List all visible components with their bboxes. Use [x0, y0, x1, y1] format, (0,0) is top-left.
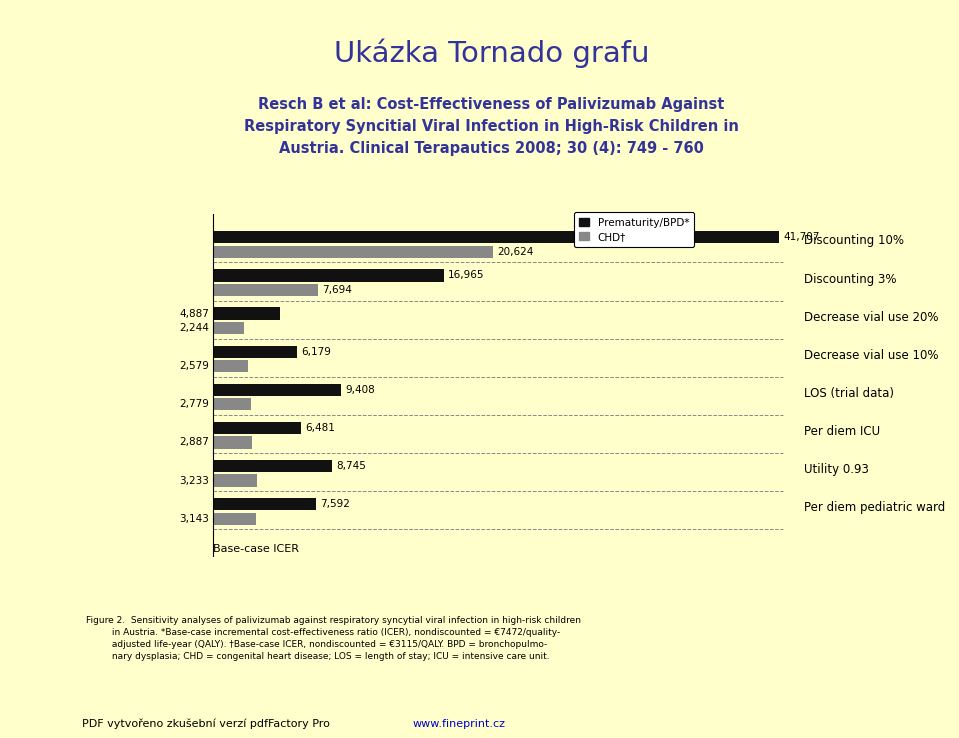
- Bar: [213, 399, 251, 410]
- Bar: [213, 498, 316, 510]
- Text: Decrease vial use 20%: Decrease vial use 20%: [804, 311, 938, 324]
- Legend: Prematurity/BPD*, CHD†: Prematurity/BPD*, CHD†: [573, 213, 694, 247]
- Bar: [213, 460, 332, 472]
- Text: Resch B et al: Cost-Effectiveness of Palivizumab Against
Respiratory Syncitial V: Resch B et al: Cost-Effectiveness of Pal…: [244, 97, 739, 156]
- Text: 4,887: 4,887: [179, 308, 209, 319]
- Bar: [213, 269, 443, 281]
- Text: 7,592: 7,592: [320, 499, 350, 509]
- Bar: [213, 384, 341, 396]
- Text: Ukázka Tornado grafu: Ukázka Tornado grafu: [334, 38, 649, 68]
- Bar: [213, 475, 257, 486]
- Text: 8,745: 8,745: [336, 461, 366, 471]
- Text: 41,707: 41,707: [784, 232, 820, 242]
- Bar: [213, 513, 256, 525]
- Text: 20,624: 20,624: [498, 246, 533, 257]
- Text: Figure 2.  Sensitivity analyses of palivizumab against respiratory syncytial vir: Figure 2. Sensitivity analyses of palivi…: [86, 616, 581, 661]
- Bar: [213, 436, 252, 449]
- Text: 9,408: 9,408: [345, 384, 375, 395]
- Text: 16,965: 16,965: [448, 270, 484, 280]
- Text: 6,179: 6,179: [301, 347, 331, 356]
- Text: 3,143: 3,143: [179, 514, 209, 524]
- Text: Per diem ICU: Per diem ICU: [804, 425, 879, 438]
- Bar: [213, 322, 244, 334]
- Text: Decrease vial use 10%: Decrease vial use 10%: [804, 349, 938, 362]
- Text: 2,887: 2,887: [179, 438, 209, 447]
- Text: LOS (trial data): LOS (trial data): [804, 387, 894, 400]
- Text: 2,244: 2,244: [179, 323, 209, 333]
- Text: www.fineprint.cz: www.fineprint.cz: [412, 719, 505, 729]
- Text: 3,233: 3,233: [179, 475, 209, 486]
- Bar: [213, 345, 297, 358]
- Text: 2,579: 2,579: [179, 361, 209, 371]
- Text: 6,481: 6,481: [305, 423, 335, 433]
- Text: Utility 0.93: Utility 0.93: [804, 463, 869, 476]
- Text: Discounting 3%: Discounting 3%: [804, 272, 896, 286]
- Bar: [213, 422, 301, 434]
- Text: Base-case ICER: Base-case ICER: [213, 544, 299, 554]
- Text: PDF vytvořeno zkušební verzí pdfFactory Pro: PDF vytvořeno zkušební verzí pdfFactory …: [82, 719, 333, 729]
- Text: 2,779: 2,779: [179, 399, 209, 410]
- Bar: [213, 360, 248, 372]
- Text: 7,694: 7,694: [322, 285, 352, 295]
- Bar: [213, 246, 493, 258]
- Bar: [213, 308, 280, 320]
- Bar: [213, 284, 317, 296]
- Bar: [213, 231, 780, 244]
- Text: Per diem pediatric ward: Per diem pediatric ward: [804, 501, 945, 514]
- Text: Discounting 10%: Discounting 10%: [804, 235, 903, 247]
